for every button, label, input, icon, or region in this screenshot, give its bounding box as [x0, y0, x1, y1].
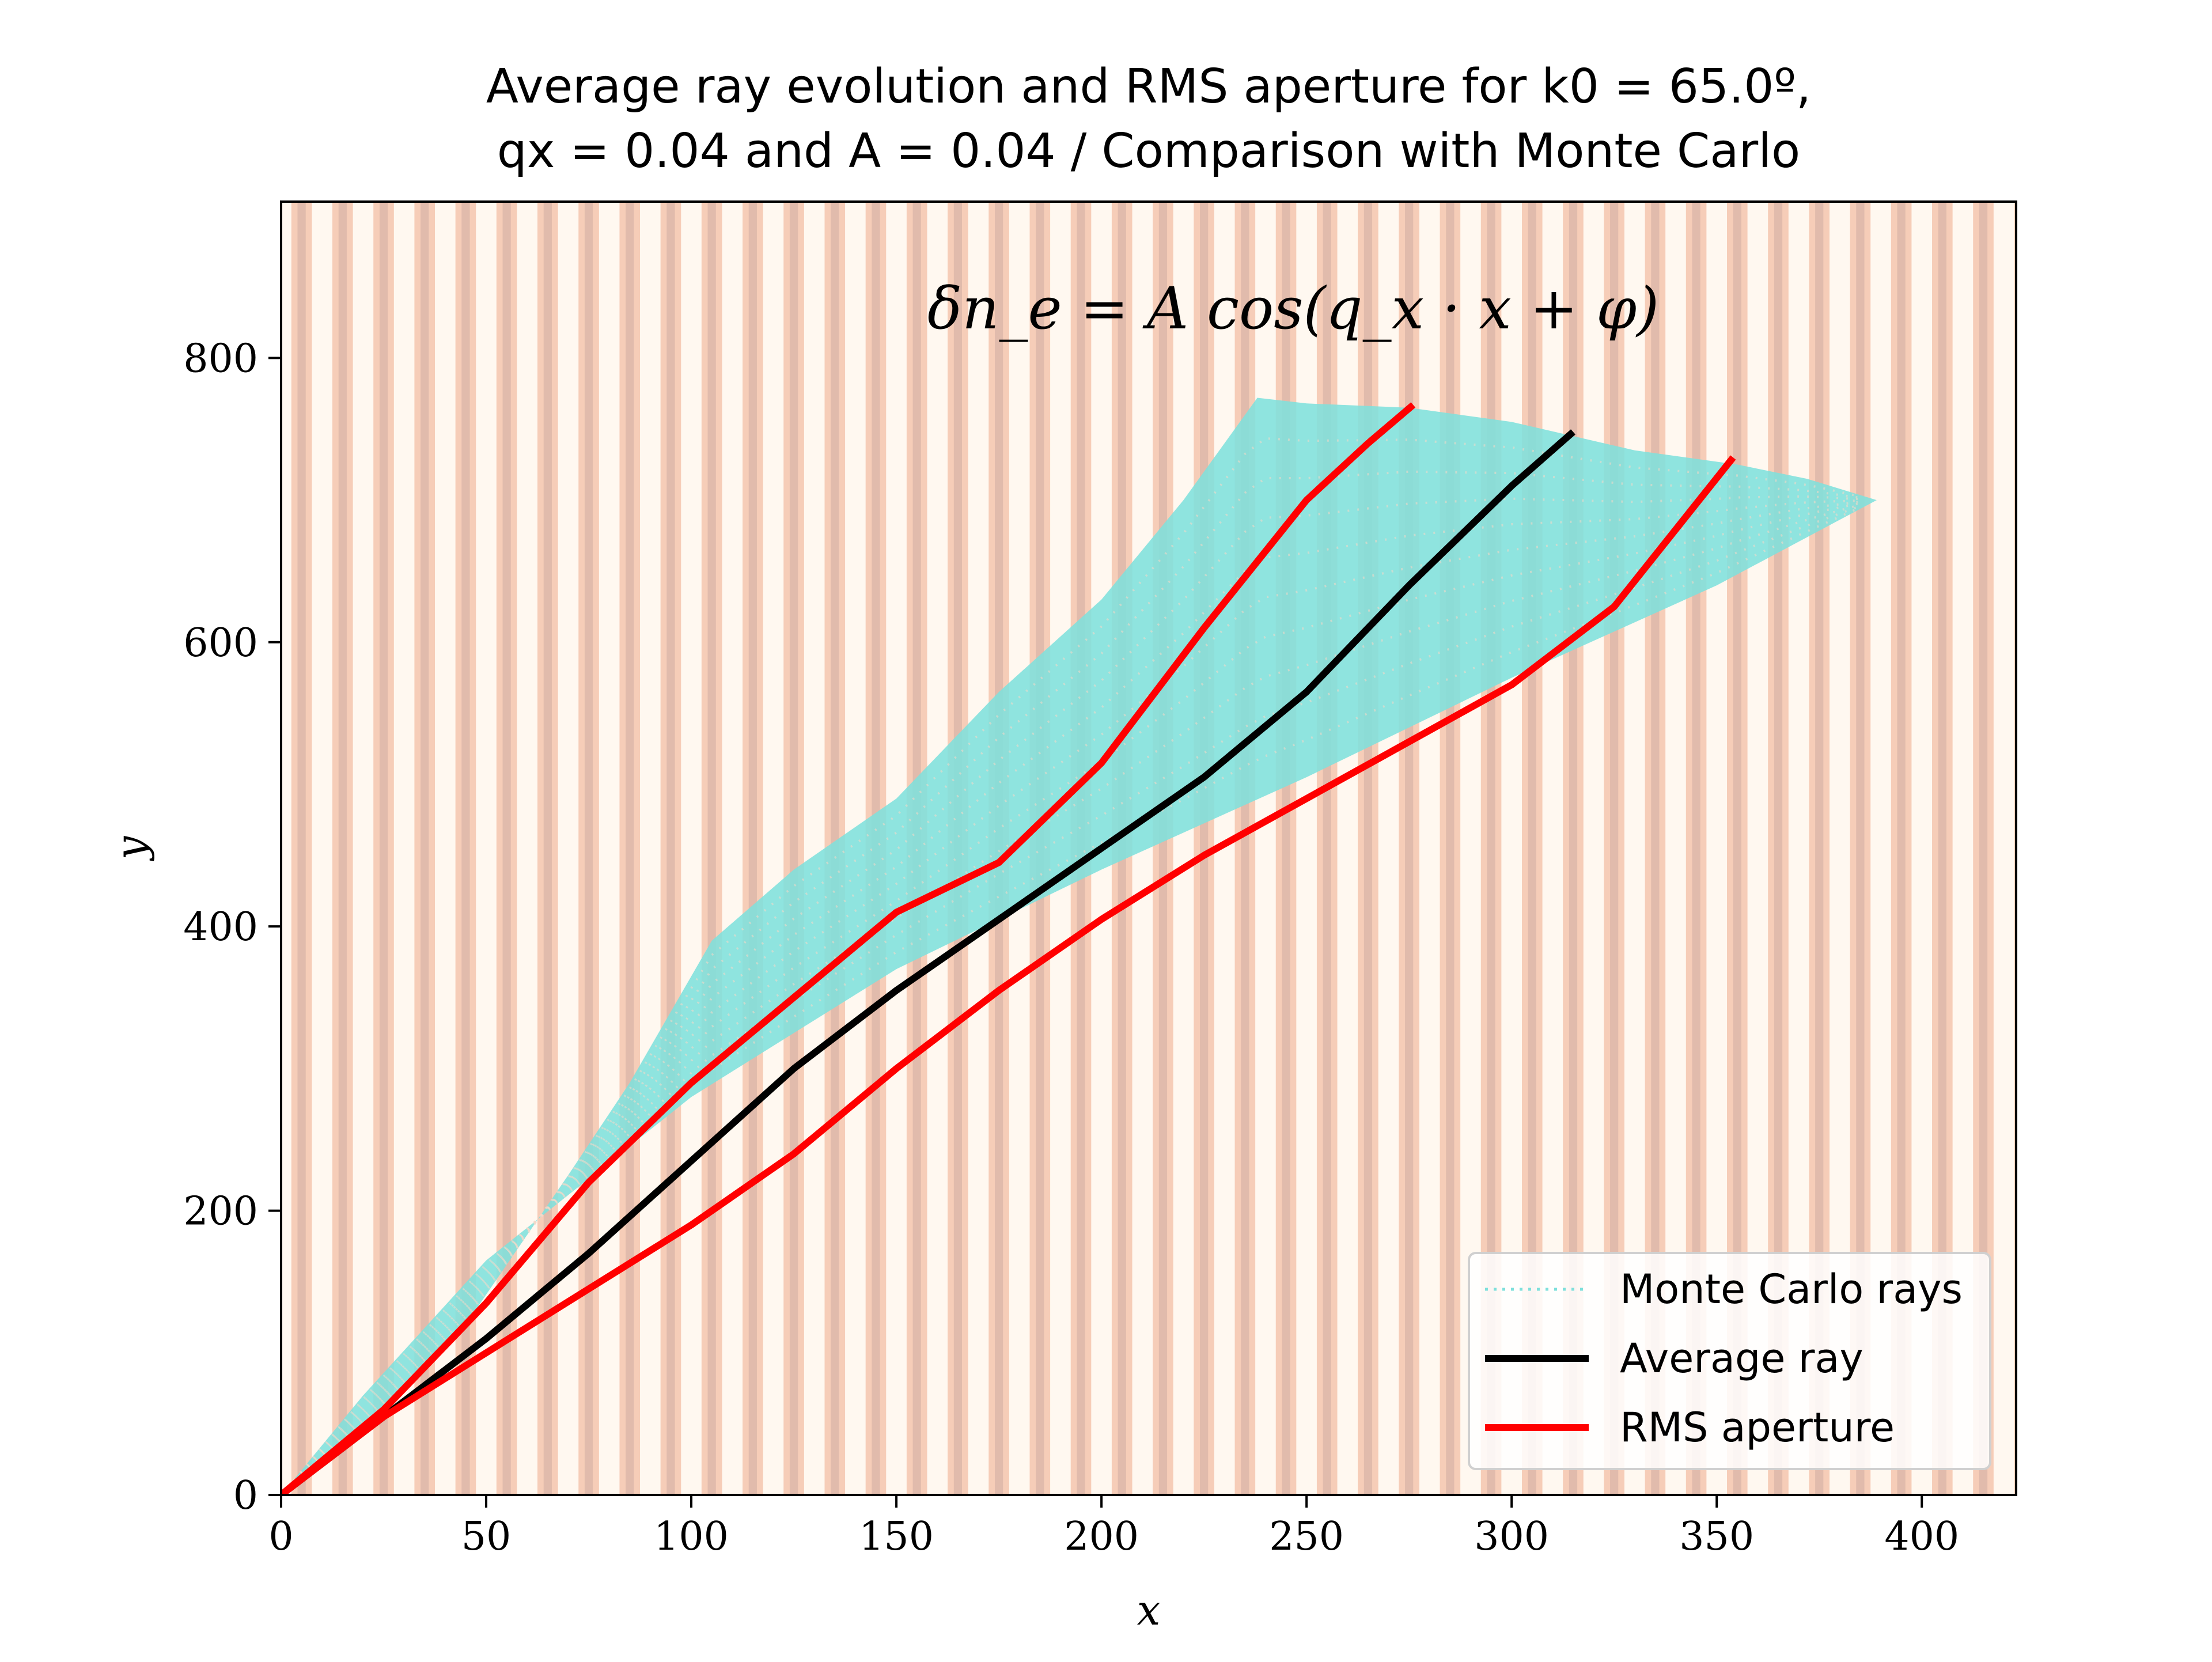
background-stripe-core	[1323, 202, 1331, 1495]
legend: Monte Carlo rays Average ray RMS aperture	[1468, 1252, 1991, 1470]
legend-label: Average ray	[1620, 1335, 1863, 1382]
x-tick-label: 0	[268, 1514, 293, 1559]
background-stripe-core	[666, 202, 675, 1495]
legend-box	[1468, 1252, 1991, 1470]
background-stripe-core	[789, 202, 798, 1495]
background-stripe-core	[1938, 202, 1946, 1495]
plot-frame	[280, 200, 2017, 1496]
y-tick-label: 200	[183, 1189, 258, 1235]
background-stripe-core	[421, 202, 429, 1495]
legend-label: RMS aperture	[1620, 1404, 1895, 1451]
legend-label: Monte Carlo rays	[1620, 1266, 1963, 1313]
background-stripe-core	[1282, 202, 1290, 1495]
y-tick-label: 800	[183, 336, 258, 381]
background-stripe-core	[707, 202, 716, 1495]
monte-carlo-ray	[281, 499, 1861, 1495]
x-tick-label: 150	[859, 1514, 934, 1559]
background-stripe-core	[461, 202, 470, 1495]
background-stripe-core	[379, 202, 388, 1495]
background-stripe-core	[1897, 202, 1906, 1495]
background-stripe-core	[338, 202, 347, 1495]
background-stripe-core	[1856, 202, 1865, 1495]
background-stripe-core	[1979, 202, 1988, 1495]
monte-carlo-envelope	[281, 397, 1877, 1495]
background-stripe-core	[1446, 202, 1455, 1495]
background-stripe-core	[1158, 202, 1168, 1495]
background-stripe-core	[543, 202, 552, 1495]
y-axis-label: y	[107, 835, 155, 861]
x-tick-label: 100	[654, 1514, 729, 1559]
monte-carlo-rays	[281, 397, 1877, 1495]
background-stripe-core	[1405, 202, 1414, 1495]
series-line	[281, 402, 1416, 1495]
background-stripe-core	[1363, 202, 1373, 1495]
y-tick-label: 600	[183, 620, 258, 666]
x-tick-label: 200	[1064, 1514, 1139, 1559]
background-stripe-core	[1241, 202, 1249, 1495]
series-line	[281, 455, 1736, 1495]
x-tick-label: 350	[1679, 1514, 1754, 1559]
x-tick-label: 250	[1269, 1514, 1344, 1559]
x-tick-label: 300	[1474, 1514, 1549, 1559]
y-axis-ticks: 0 200 400 600 800	[183, 336, 281, 1519]
x-axis-label: x	[1137, 1586, 1161, 1634]
monte-carlo-ray	[281, 501, 1861, 1495]
chart-title-line1: Average ray evolution and RMS aperture f…	[486, 59, 1811, 114]
x-tick-label: 50	[461, 1514, 512, 1559]
background-stripe-core	[2020, 202, 2028, 1495]
chart-title-line2: qx = 0.04 and A = 0.04 / Comparison with…	[497, 124, 1800, 179]
series-line	[281, 429, 1575, 1495]
background-stripe-core	[748, 202, 757, 1495]
x-tick-label: 400	[1884, 1514, 1959, 1559]
formula-annotation: δn_e = A cos(q_x · x + φ)	[927, 275, 1659, 342]
series-lines	[281, 402, 1736, 1495]
y-tick-label: 400	[183, 904, 258, 950]
x-axis-ticks: 0 50 100 150 200 250 300 350 400	[268, 1495, 1959, 1559]
background-stripe-core	[502, 202, 511, 1495]
background-stripe-core	[1200, 202, 1209, 1495]
background-stripe-core	[297, 202, 306, 1495]
background-stripe-core	[626, 202, 634, 1495]
monte-carlo-ray	[281, 505, 1861, 1495]
y-tick-label: 0	[233, 1473, 258, 1519]
background-stripe-core	[584, 202, 593, 1495]
